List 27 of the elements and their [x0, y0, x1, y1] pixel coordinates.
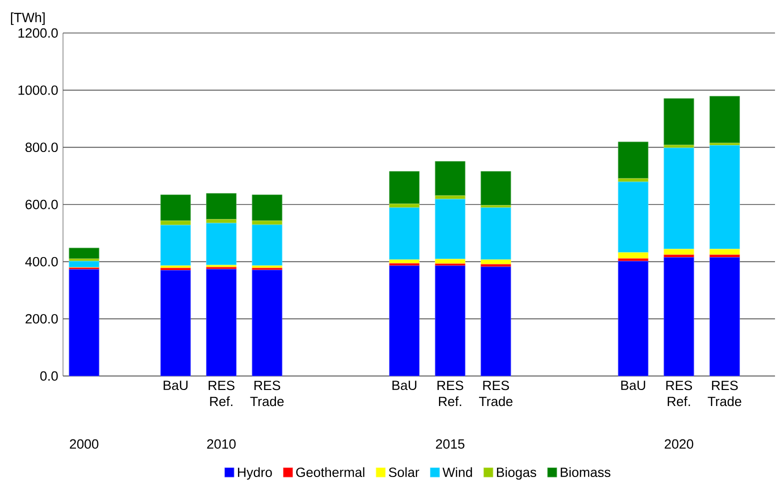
legend-label: Hydro	[238, 467, 272, 480]
legend-label: Geothermal	[296, 467, 364, 478]
legend-label: Solar	[388, 467, 420, 478]
x-tick-label: RES Trade	[250, 380, 284, 406]
x-tick-label: RES Trade	[479, 380, 512, 406]
y-tick-label: 400.0	[25, 256, 58, 266]
y-tick-label: 600.0	[26, 200, 58, 210]
legend-label: Biogas	[496, 467, 536, 480]
x-tick-label: RES Ref.	[438, 380, 464, 406]
x-tick-label: RES Ref.	[666, 380, 692, 406]
text: 2000	[70, 439, 98, 449]
text: 2010	[207, 439, 236, 449]
y-tick-label: 200.0	[26, 314, 58, 324]
x-tick-label: BaU	[621, 380, 646, 390]
legend-label: Biomass	[560, 467, 610, 478]
x-tick-label: BaU	[392, 380, 416, 390]
x-tick-label: BaU	[164, 380, 188, 390]
y-tick-label: 800.0	[26, 142, 58, 152]
text: 2020	[664, 439, 694, 449]
y-tick-label: 1200.0	[18, 28, 58, 38]
y-axis-title: [TWh]	[10, 12, 45, 25]
y-tick-label: 1000.0	[18, 85, 58, 95]
text: 2015	[436, 439, 464, 449]
x-tick-label: RES Ref.	[208, 380, 234, 406]
legend-label: Wind	[442, 467, 472, 478]
y-tick-label: 0.0	[40, 371, 58, 381]
x-tick-label: RES Trade	[708, 380, 742, 406]
